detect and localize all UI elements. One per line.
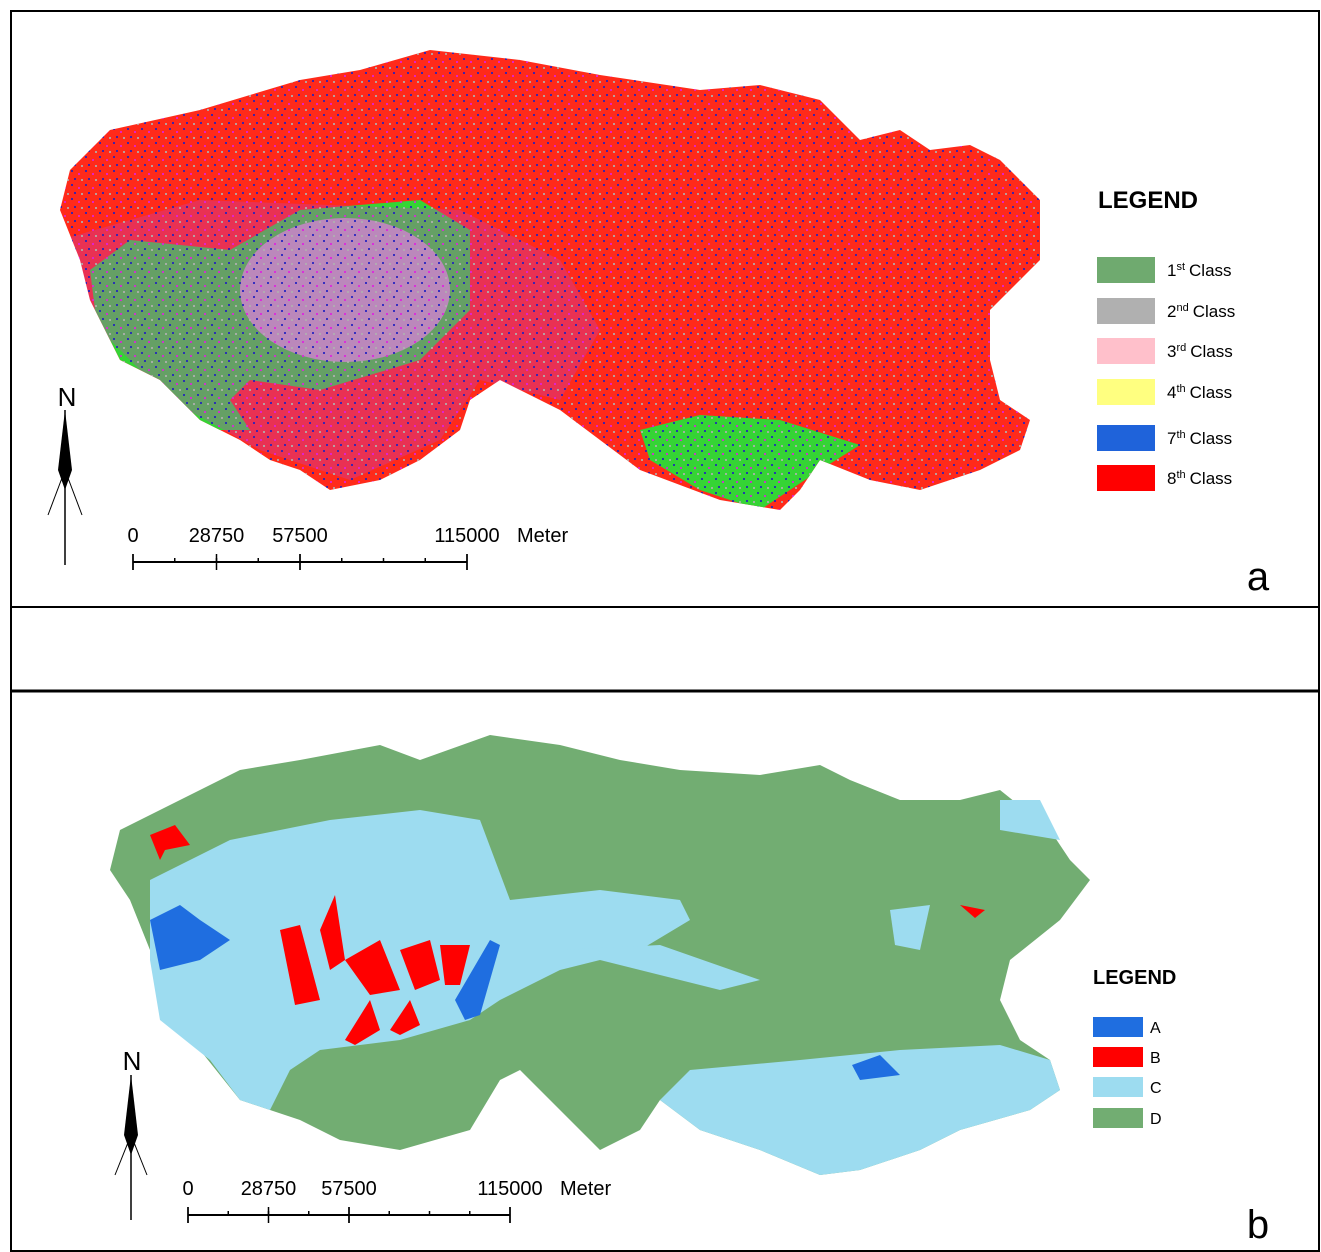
scale-unit: Meter — [560, 1178, 611, 1200]
legend-text: Class — [1189, 261, 1232, 280]
legend-superscript: st — [1176, 261, 1185, 273]
scale-label: 0 — [127, 525, 138, 547]
legend-swatch — [1097, 425, 1155, 451]
legend-title: LEGEND — [1098, 187, 1198, 214]
north-arrow: N — [115, 1046, 147, 1220]
legend-superscript: th — [1176, 383, 1185, 395]
legend-swatch — [1097, 257, 1155, 283]
legend-text: Class — [1190, 469, 1233, 488]
scale-label: 115000 — [434, 525, 499, 547]
legend-swatch — [1097, 338, 1155, 364]
legend-swatch — [1093, 1077, 1143, 1097]
legend-title: LEGEND — [1093, 967, 1176, 989]
legend-swatch — [1093, 1047, 1143, 1067]
scale-label: 28750 — [189, 525, 245, 547]
scale-label: 28750 — [241, 1178, 297, 1200]
legend-number: 3 — [1167, 342, 1176, 361]
legend-number: 1 — [1167, 261, 1176, 280]
legend-swatch — [1093, 1017, 1143, 1037]
legend-swatch — [1097, 465, 1155, 491]
scale-label: 115000 — [477, 1178, 542, 1200]
north-label: N — [123, 1046, 142, 1076]
legend-text: Class — [1193, 302, 1236, 321]
scale-unit: Meter — [517, 525, 568, 547]
north-arrow: N — [48, 382, 82, 565]
legend-swatch — [1097, 298, 1155, 324]
legend-text: Class — [1190, 383, 1233, 402]
legend-swatch — [1097, 379, 1155, 405]
legend-label: B — [1150, 1050, 1161, 1067]
legend-text: Class — [1190, 342, 1233, 361]
legend-number: 4 — [1167, 383, 1176, 402]
legend-label: C — [1150, 1080, 1162, 1097]
legend-label: 2nd Class — [1167, 302, 1235, 321]
legend-superscript: th — [1176, 429, 1185, 441]
legend-number: 8 — [1167, 469, 1176, 488]
legend-superscript: th — [1176, 469, 1185, 481]
legend-label: 4th Class — [1167, 383, 1232, 402]
scale-label: 0 — [182, 1178, 193, 1200]
legend-label: 8th Class — [1167, 469, 1232, 488]
legend-superscript: rd — [1176, 342, 1186, 354]
legend-swatch — [1093, 1108, 1143, 1128]
legend-superscript: nd — [1176, 302, 1188, 314]
panel-label: b — [1247, 1203, 1269, 1247]
scale-label: 57500 — [321, 1178, 377, 1200]
legend-label: 7th Class — [1167, 429, 1232, 448]
legend-label: 3rd Class — [1167, 342, 1233, 361]
legend-number: 2 — [1167, 302, 1176, 321]
figure: N N a b LEGEND LEGEND 1stClass2ndClass3r… — [0, 0, 1321, 1252]
legend-text: Class — [1190, 429, 1233, 448]
panel-label: a — [1247, 555, 1270, 599]
legend-label: 1st Class — [1167, 261, 1232, 280]
scale-label: 57500 — [272, 525, 328, 547]
legend-label: A — [1150, 1020, 1161, 1037]
legend-label: D — [1150, 1111, 1162, 1128]
map-b — [110, 735, 1090, 1175]
map-a — [0, 0, 1100, 600]
north-label: N — [58, 382, 77, 412]
legend-number: 7 — [1167, 429, 1176, 448]
